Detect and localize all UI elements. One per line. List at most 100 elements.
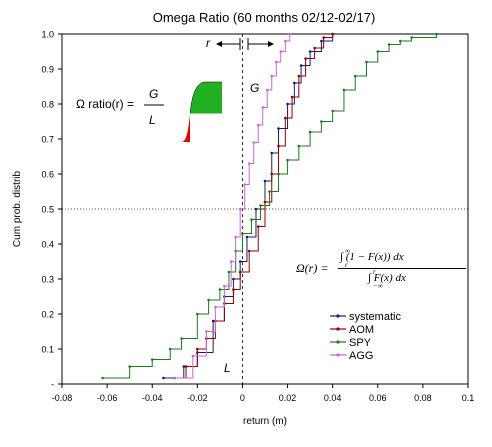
data-point-agg (223, 284, 226, 288)
data-point-spy (308, 130, 312, 134)
y-axis-ticks: - 0.1 0.2 0.3 0.4 0.5 0.6 0.7 0.8 0.9 1.0 (41, 30, 62, 390)
gain-region-label: G (250, 81, 259, 95)
x-tick-label: -0.06 (97, 393, 118, 403)
y-tick-label: 0.3 (41, 275, 54, 285)
data-point-agg (270, 74, 274, 78)
data-point-aom (277, 144, 280, 148)
data-point-aom (322, 36, 325, 39)
data-point-spy (387, 43, 391, 46)
data-point-systematic (263, 179, 267, 183)
legend-marker-systematic (336, 314, 340, 318)
data-point-spy (297, 144, 301, 148)
data-point-spy (277, 172, 280, 176)
data-point-spy (207, 298, 210, 302)
data-point-aom (270, 172, 274, 176)
legend-label-agg: AGG (349, 350, 373, 362)
data-point-spy (410, 36, 413, 39)
series-layer (101, 32, 438, 380)
omega-formula: Ω(r) = ∞ ∫ (1 − F(x)) dx r r ∫ F(x) dx −… (296, 247, 466, 291)
data-point-agg (265, 88, 269, 92)
data-point-agg (256, 123, 260, 127)
series-aom (173, 32, 334, 380)
legend-label-aom: AOM (349, 324, 374, 336)
data-point-agg (247, 162, 251, 165)
loss-area-shape (152, 114, 190, 142)
x-tick-label: -0.02 (187, 393, 208, 403)
data-point-systematic (254, 207, 258, 211)
data-point-systematic (245, 235, 249, 239)
data-point-aom (232, 288, 235, 291)
data-point-spy (376, 50, 380, 53)
x-axis-ticks: -0.08 -0.06 -0.04 -0.02 0 0.02 0.04 0.06 0.08 0.1 (52, 384, 475, 403)
data-point-spy (168, 347, 172, 351)
formula-num-body: ∫ (1 − F(x)) dx (340, 251, 404, 263)
data-point-aom (290, 95, 294, 99)
y-tick-label: - (51, 380, 54, 390)
data-point-aom (297, 74, 301, 78)
data-point-aom (247, 249, 251, 253)
formula-denominator: r ∫ F(x) dx −∞ (368, 268, 406, 290)
y-axis-label: Cum prob. distrib (12, 170, 23, 247)
omega-ratio-label: Ω ratio(r) = (76, 97, 134, 111)
data-point-aom (284, 116, 287, 120)
data-point-aom (184, 365, 188, 368)
data-point-spy (241, 232, 244, 235)
loss-region-label: L (224, 361, 231, 375)
y-tick-label: 0.4 (41, 240, 54, 250)
data-point-aom (238, 270, 242, 274)
data-point-spy (150, 358, 154, 361)
formula-bar (338, 268, 466, 269)
data-point-agg (238, 207, 242, 211)
loss-symbol: L (149, 113, 156, 127)
arrowhead-left-icon (216, 41, 222, 47)
x-tick-label: -0.04 (142, 393, 163, 403)
data-point-spy (128, 365, 131, 368)
gain-area-shape (190, 82, 222, 114)
x-tick-label: 0.02 (279, 393, 297, 403)
data-point-agg (173, 376, 177, 380)
arrowhead-right-icon (268, 41, 274, 47)
data-point-agg (191, 354, 195, 358)
data-point-systematic (293, 81, 296, 85)
gain-area-top (189, 81, 222, 115)
data-point-spy (196, 312, 199, 316)
data-point-agg (274, 60, 278, 64)
series-agg (173, 32, 292, 380)
data-point-spy (286, 158, 289, 162)
data-point-aom (196, 347, 199, 351)
data-point-spy (180, 337, 183, 340)
chart-title: Omega Ratio (60 months 02/12-02/17) (153, 10, 376, 25)
data-point-systematic (182, 365, 186, 368)
y-tick-label: 0.1 (41, 345, 54, 355)
data-point-systematic (232, 277, 235, 281)
y-tick-label: 0.5 (41, 205, 54, 215)
data-point-spy (250, 218, 253, 221)
x-tick-label: 0.1 (462, 393, 475, 403)
formula-den-body: ∫ F(x) dx (368, 272, 406, 284)
x-tick-label: 0.06 (369, 393, 387, 403)
data-point-agg (214, 305, 217, 309)
omega-illustration (152, 81, 222, 142)
data-point-agg (205, 330, 208, 333)
data-point-aom (263, 200, 267, 204)
data-point-agg (279, 50, 283, 53)
data-point-aom (304, 57, 307, 60)
data-point-aom (331, 32, 334, 36)
data-point-spy (320, 120, 323, 123)
data-point-spy (101, 376, 104, 380)
data-point-agg (234, 235, 237, 239)
legend-label-spy: SPY (349, 337, 372, 349)
data-point-spy (218, 288, 222, 291)
data-point-agg (284, 39, 287, 43)
data-point-spy (268, 190, 271, 193)
x-tick-label: 0.04 (324, 393, 342, 403)
data-point-systematic (270, 151, 274, 155)
y-tick-label: 0.2 (41, 310, 54, 320)
data-point-spy (331, 109, 334, 113)
data-point-spy (435, 32, 438, 36)
formula-lhs: Ω(r) = (296, 261, 329, 275)
gain-symbol: G (149, 87, 158, 101)
data-point-spy (227, 270, 231, 274)
series-spy (101, 32, 438, 380)
